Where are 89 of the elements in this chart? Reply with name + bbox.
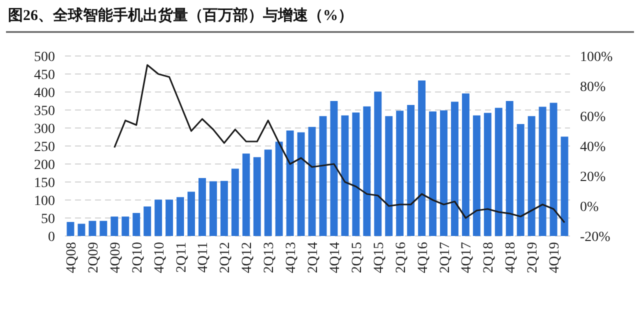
y-tick-label: 300 bbox=[34, 122, 55, 137]
bar bbox=[253, 157, 261, 236]
bar bbox=[188, 192, 195, 236]
bar bbox=[560, 136, 568, 236]
bar bbox=[100, 220, 108, 236]
bar bbox=[275, 142, 283, 236]
bar bbox=[144, 206, 152, 236]
bar bbox=[352, 112, 360, 236]
y2-tick-label: 60% bbox=[580, 110, 606, 125]
bar bbox=[220, 180, 228, 236]
bar bbox=[308, 126, 316, 236]
bar bbox=[418, 80, 426, 236]
bar bbox=[363, 106, 371, 236]
bar bbox=[231, 168, 239, 236]
bar bbox=[450, 102, 458, 236]
y-tick-label: 400 bbox=[34, 86, 55, 101]
x-tick-label: 2Q18 bbox=[482, 242, 497, 274]
bar bbox=[516, 124, 524, 236]
y-tick-label: 150 bbox=[34, 176, 55, 191]
bar bbox=[462, 93, 470, 236]
x-tick-label: 4Q19 bbox=[548, 242, 563, 274]
x-tick-label: 2Q09 bbox=[86, 242, 102, 274]
bar bbox=[176, 197, 184, 236]
y2-tick-label: 40% bbox=[580, 140, 606, 155]
bar bbox=[242, 154, 250, 236]
chart-title: 图26、全球智能手机出货量（百万部）与增速（%） bbox=[8, 6, 353, 24]
x-tick-label: 2Q12 bbox=[218, 242, 234, 274]
x-tick-label: 2Q14 bbox=[306, 242, 322, 274]
bar bbox=[78, 224, 86, 236]
bar bbox=[110, 216, 118, 236]
x-tick-label: 4Q17 bbox=[460, 242, 475, 274]
bar bbox=[440, 110, 448, 236]
bar bbox=[166, 200, 174, 236]
bar bbox=[385, 116, 393, 236]
x-tick-label: 4Q12 bbox=[240, 242, 256, 274]
bar bbox=[286, 130, 294, 236]
x-tick-label: 2Q19 bbox=[526, 242, 541, 274]
y-tick-label: 250 bbox=[34, 140, 55, 155]
y-tick-label: 350 bbox=[34, 104, 55, 119]
x-tick-label: 4Q11 bbox=[196, 242, 212, 273]
bar bbox=[88, 220, 96, 236]
x-tick-label: 4Q10 bbox=[152, 242, 168, 274]
y2-tick-label: 20% bbox=[580, 170, 606, 185]
bar bbox=[122, 216, 130, 236]
bar bbox=[396, 110, 404, 236]
y2-tick-label: 0% bbox=[580, 200, 599, 215]
line-series bbox=[114, 64, 566, 224]
bar bbox=[341, 115, 349, 236]
bar bbox=[538, 106, 546, 236]
bar bbox=[66, 222, 74, 236]
bar bbox=[484, 112, 492, 236]
bar bbox=[550, 102, 558, 236]
x-tick-label: 2Q11 bbox=[174, 242, 190, 273]
bar bbox=[132, 212, 140, 236]
bar bbox=[198, 178, 206, 236]
x-tick-label: 2Q13 bbox=[262, 242, 278, 274]
x-tick-label: 4Q18 bbox=[504, 242, 519, 274]
bar bbox=[407, 104, 415, 236]
x-tick-label: 4Q16 bbox=[416, 242, 431, 274]
x-tick-label: 2Q10 bbox=[130, 242, 146, 274]
y-tick-label: 500 bbox=[34, 50, 55, 65]
x-tick-label: 4Q14 bbox=[328, 242, 343, 274]
bar bbox=[472, 115, 480, 236]
bar bbox=[209, 181, 217, 236]
bar bbox=[528, 116, 536, 236]
bar bbox=[319, 116, 327, 236]
x-tick-label: 4Q15 bbox=[372, 242, 387, 274]
x-tick-label: 2Q17 bbox=[438, 242, 453, 274]
x-tick-label: 4Q08 bbox=[64, 242, 80, 274]
bar bbox=[374, 92, 382, 236]
y2-tick-label: 80% bbox=[580, 80, 606, 95]
x-tick-label: 2Q15 bbox=[350, 242, 365, 274]
bar bbox=[429, 111, 437, 236]
x-tick-label: 2Q16 bbox=[394, 242, 409, 274]
bar bbox=[297, 132, 305, 236]
x-tick-label: 4Q13 bbox=[284, 242, 300, 274]
bar bbox=[506, 101, 514, 236]
x-tick-label: 4Q09 bbox=[108, 242, 124, 274]
y-tick-label: 200 bbox=[34, 158, 55, 173]
y-tick-label: 50 bbox=[41, 212, 55, 227]
bar bbox=[330, 101, 338, 236]
bar bbox=[494, 108, 502, 236]
y2-tick-label: 100% bbox=[580, 50, 613, 65]
bar bbox=[264, 150, 272, 236]
y-tick-label: 100 bbox=[34, 194, 55, 209]
y-tick-label: 450 bbox=[34, 68, 55, 83]
y-tick-label: 0 bbox=[48, 230, 55, 245]
bar bbox=[154, 200, 162, 236]
y2-tick-label: -20% bbox=[580, 230, 611, 245]
